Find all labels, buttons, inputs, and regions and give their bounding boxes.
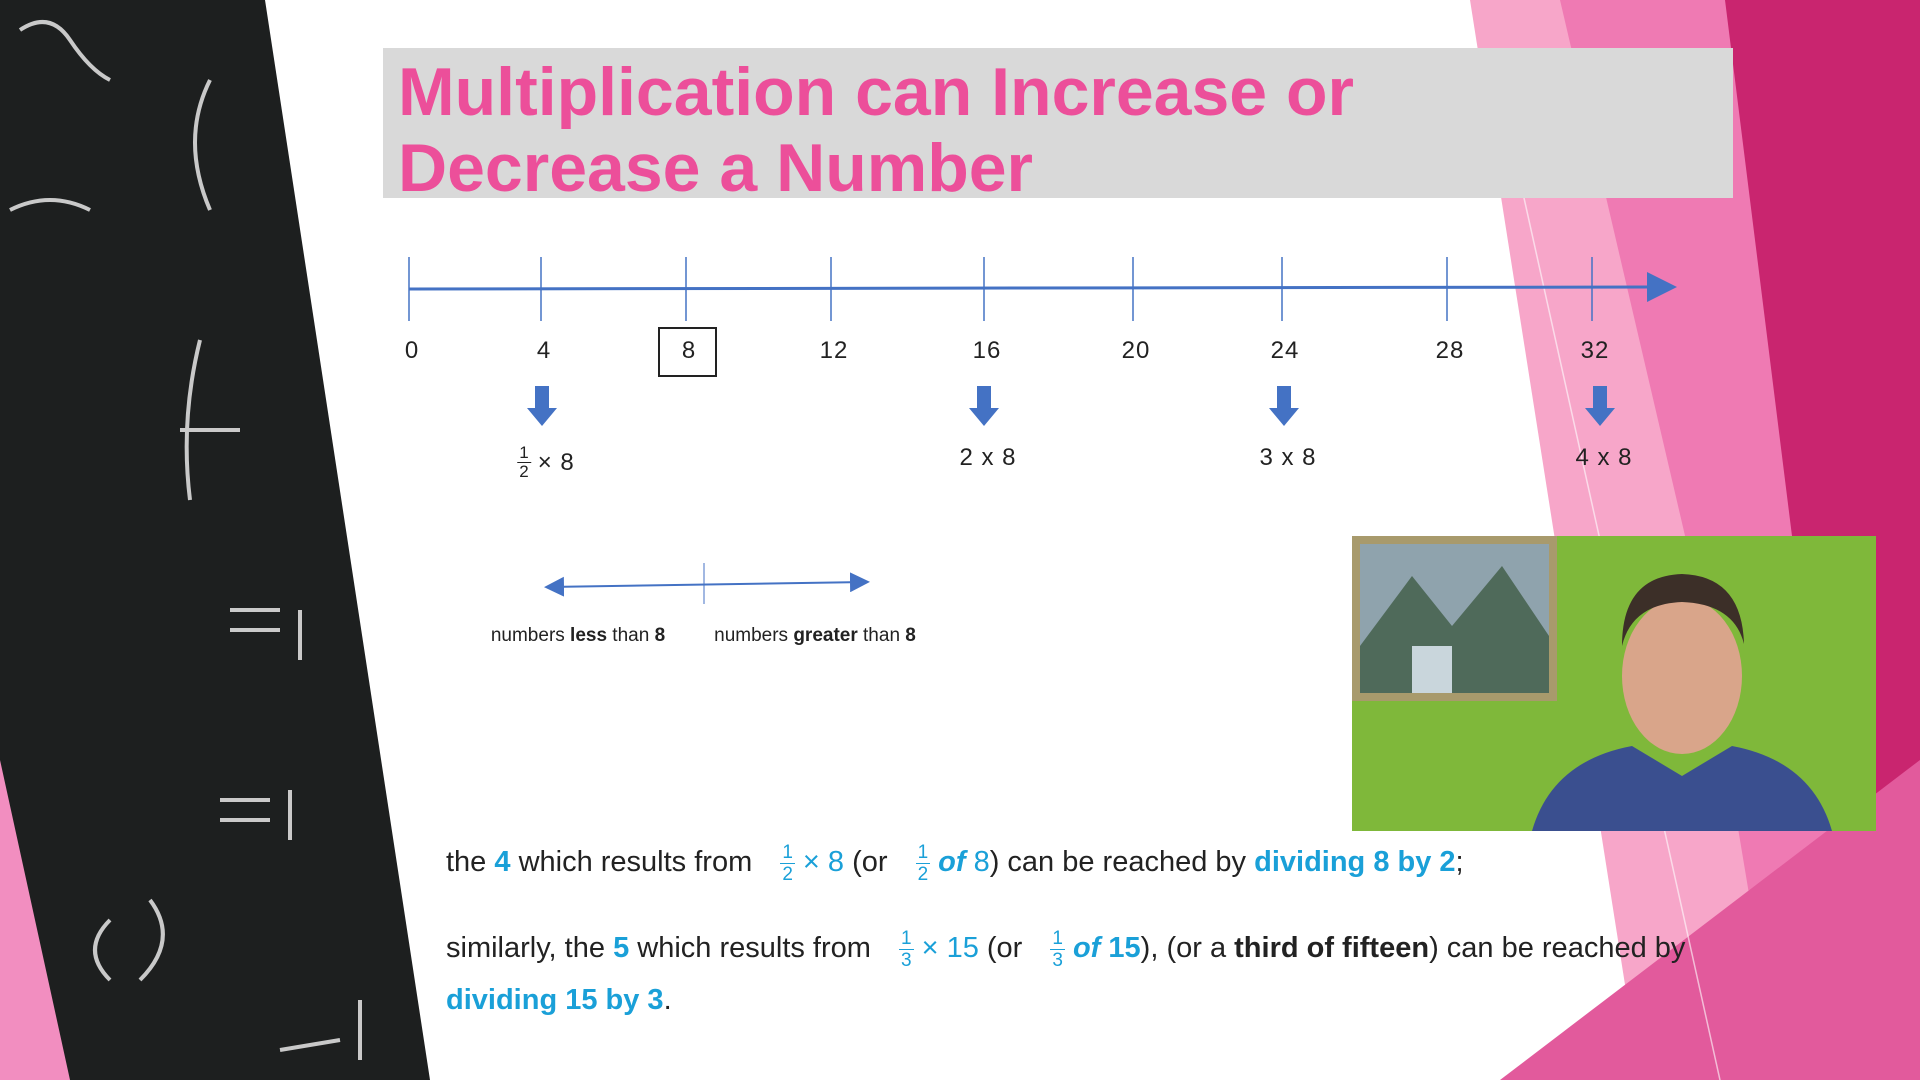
text-run: which results from [510, 846, 761, 878]
paragraph: the 4 which results from 1 2 × 8 (or 1 2 of … [446, 836, 1756, 888]
product-text: 4 x 8 [1575, 444, 1633, 471]
number-label: 28 [1435, 337, 1465, 364]
title-line: Multiplication can Increase or [398, 54, 1355, 130]
number-label: 4 [536, 337, 552, 364]
range-arrow [544, 572, 870, 597]
text-run: (or [844, 846, 896, 878]
number-label: 16 [972, 337, 1002, 364]
text-run: 8 [965, 846, 990, 878]
title-background [383, 48, 1733, 198]
down-arrow [1585, 386, 1615, 426]
text-run: × 8 [802, 846, 845, 878]
fraction-numerator: 1 [1050, 927, 1065, 950]
text-run: 5 [613, 932, 630, 964]
fraction-numerator: 1 [915, 841, 931, 864]
text-run: which results from [629, 932, 879, 964]
text-run: the [446, 846, 495, 878]
product-text: 2 x 8 [959, 444, 1017, 471]
text-run: . [663, 984, 672, 1016]
text-run: (or [978, 932, 1031, 964]
fraction-numerator: 1 [899, 927, 914, 950]
text-run: of [938, 846, 966, 878]
text-run: similarly, the [446, 932, 614, 964]
text-run: 8 [905, 625, 916, 646]
fraction-denominator: 3 [1052, 949, 1063, 971]
product-label: 4 x 8 [1575, 444, 1632, 472]
text-run: numbers [714, 625, 794, 646]
chalkboard [0, 0, 430, 1080]
down-arrow [969, 386, 999, 426]
text-run: dividing 8 by 2 [1254, 846, 1456, 878]
product-text: 3 x 8 [1259, 444, 1317, 471]
text-run: than [857, 625, 906, 646]
text-run: of [1072, 932, 1101, 964]
pink-triangle [1500, 760, 1920, 1080]
number-label: 24 [1270, 337, 1300, 364]
fraction-denominator: 2 [917, 863, 929, 885]
text-run: less [570, 625, 608, 646]
text-run: third of fifteen [1234, 932, 1430, 964]
product-label: 3 x 8 [1259, 444, 1316, 472]
text-run: dividing 15 by 3 [446, 984, 664, 1016]
text-run: numbers [490, 625, 571, 646]
number-label: 0 [404, 337, 420, 364]
down-arrow [1269, 386, 1299, 426]
number-line [408, 272, 1677, 303]
highlight-box [658, 327, 717, 377]
text-run: 4 [494, 846, 511, 878]
fraction-denominator: 2 [782, 863, 793, 885]
fraction-numerator: 1 [780, 841, 795, 864]
text-run: ) can be reached by [1429, 932, 1694, 964]
text-run: ), (or a [1140, 932, 1235, 964]
paragraph: similarly, the 5 which results from 1 3 × … [446, 922, 1756, 1026]
text-run: 15 [1100, 932, 1141, 964]
text-run: × 15 [921, 932, 979, 964]
text-run: ; [1455, 846, 1464, 878]
down-arrow [527, 386, 557, 426]
text-run: ) can be reached by [989, 846, 1255, 878]
title-line: Decrease a Number [398, 130, 1034, 206]
range-label: numbers less than 8 [491, 625, 665, 647]
text-run: greater [793, 625, 858, 646]
fraction-denominator: 2 [519, 462, 530, 481]
number-label: 8 [681, 337, 697, 364]
product-label: 2 x 8 [959, 444, 1016, 472]
text-run: than [607, 625, 655, 646]
webcam-video [1352, 536, 1876, 831]
number-label: 32 [1580, 337, 1610, 364]
range-label: numbers greater than 8 [714, 625, 916, 647]
chalk-scribbles [9, 20, 362, 1060]
fraction-denominator: 3 [901, 949, 912, 971]
number-label: 12 [819, 337, 849, 364]
product-text: × 8 [537, 448, 575, 476]
number-label: 20 [1121, 337, 1151, 364]
fraction-numerator: 1 [517, 443, 532, 463]
text-run: 8 [654, 625, 666, 646]
product-label: 1 2 × 8 [517, 444, 575, 481]
